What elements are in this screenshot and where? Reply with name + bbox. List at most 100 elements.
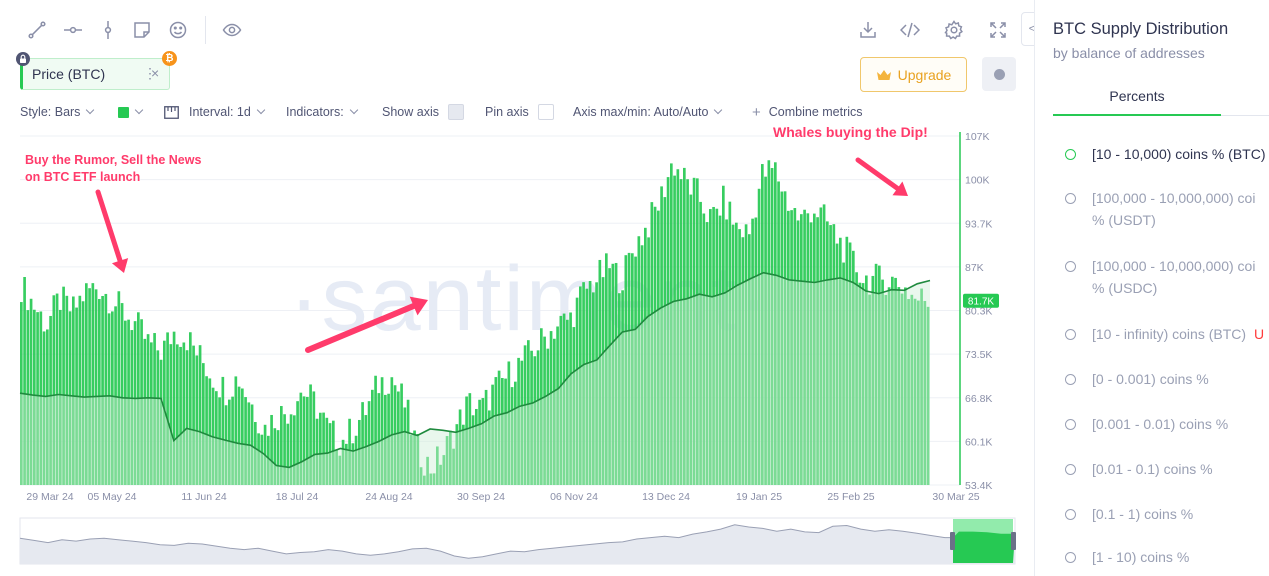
- y-tick-label: 66.8K: [965, 393, 992, 405]
- price-bar: [293, 415, 296, 485]
- arrow-whales-head: [892, 181, 908, 196]
- price-bar: [530, 350, 533, 485]
- price-bar: [848, 242, 852, 485]
- price-bar: [124, 320, 127, 485]
- price-bar: [111, 311, 114, 485]
- price-bar: [569, 312, 572, 485]
- price-bar: [670, 163, 673, 485]
- eye-icon[interactable]: [220, 18, 244, 42]
- price-bar: [783, 191, 787, 485]
- show-axis-checkbox[interactable]: [447, 104, 464, 120]
- price-bar: [702, 213, 706, 485]
- watermark: ·santiment·: [289, 248, 771, 350]
- metric-item-label: [10 - 10,000) coins % (BTC): [1092, 146, 1266, 162]
- tab-divider: [1221, 115, 1269, 116]
- price-bar: [475, 408, 478, 485]
- price-bar: [891, 276, 894, 485]
- price-bar: [202, 363, 205, 485]
- price-bar: [286, 423, 290, 485]
- price-chart[interactable]: ·santiment· 107K 100K 93.7K 87K 80.3K 73.5K 66.…: [0, 120, 1020, 576]
- price-bar: [452, 448, 455, 485]
- pin-axis-toggle[interactable]: Pin axis: [485, 103, 554, 121]
- price-bar: [494, 377, 498, 485]
- metric-item-label: [0 - 0.001) coins %: [1092, 371, 1209, 387]
- price-bar: [835, 243, 839, 485]
- price-bar: [384, 394, 387, 485]
- metric-remove-icon[interactable]: ×: [151, 65, 160, 81]
- price-bar: [140, 319, 143, 485]
- price-bar: [358, 419, 361, 485]
- price-bar: [679, 179, 683, 485]
- indicators-select[interactable]: Indicators:: [286, 103, 358, 121]
- collapse-icon: <: [1028, 23, 1036, 35]
- upgrade-button[interactable]: Upgrade: [860, 57, 967, 92]
- price-bar: [319, 412, 322, 485]
- price-bar: [432, 473, 436, 485]
- chevron-down-icon: [714, 105, 723, 115]
- note-icon[interactable]: [130, 18, 154, 42]
- price-bar: [514, 381, 517, 485]
- price-bar: [465, 396, 468, 485]
- price-bar: [224, 405, 228, 485]
- indicators-label: Indicators:: [286, 105, 344, 119]
- price-bar: [543, 336, 546, 485]
- combine-metrics-button[interactable]: + Combine metrics: [752, 103, 863, 121]
- price-bar: [39, 311, 43, 485]
- metric-item-label: [0.01 - 0.1) coins %: [1092, 461, 1213, 477]
- chevron-down-icon: [86, 105, 95, 115]
- price-bar: [114, 306, 117, 485]
- price-bar: [423, 475, 426, 485]
- price-bar: [666, 177, 670, 485]
- price-bar: [621, 290, 624, 485]
- metric-chip-price[interactable]: Price (BTC) ⋮ ×: [20, 58, 170, 90]
- vertical-line-icon[interactable]: [96, 18, 120, 42]
- price-bar: [517, 357, 520, 485]
- price-bar: [631, 253, 634, 485]
- bitcoin-badge-icon: ₿: [162, 51, 177, 66]
- color-select[interactable]: [118, 103, 144, 121]
- metric-item-label: [100,000 - 10,000,000) coi% (USDT): [1092, 190, 1256, 228]
- price-bar: [605, 253, 608, 485]
- price-bar: [647, 237, 650, 485]
- price-bar: [234, 376, 238, 485]
- price-bar: [917, 300, 920, 485]
- embed-code-icon[interactable]: [898, 18, 922, 42]
- price-bar: [738, 229, 741, 485]
- ray-tool-icon[interactable]: [61, 18, 85, 42]
- settings-gear-icon[interactable]: [942, 18, 966, 42]
- price-bar: [683, 167, 686, 485]
- price-bar: [595, 282, 598, 485]
- price-bar: [374, 375, 377, 485]
- metric-menu-icon[interactable]: ⋮: [143, 65, 157, 81]
- ruler-icon: [164, 105, 179, 119]
- price-bar: [189, 332, 192, 485]
- x-tick-label: 24 Aug 24: [365, 491, 412, 503]
- price-bar: [65, 295, 69, 485]
- line-tool-icon[interactable]: [25, 18, 49, 42]
- navigator-line: [19, 524, 1015, 559]
- price-bar: [709, 209, 712, 486]
- axis-maxmin-select[interactable]: Axis max/min: Auto/Auto: [573, 103, 723, 121]
- chevron-down-icon: [134, 105, 144, 115]
- price-bar: [55, 293, 59, 485]
- price-bar: [468, 393, 472, 485]
- price-bar: [884, 294, 888, 485]
- style-select[interactable]: Style: Bars: [20, 103, 95, 121]
- show-axis-toggle[interactable]: Show axis: [382, 103, 464, 121]
- fullscreen-icon[interactable]: [986, 18, 1010, 42]
- arrow-rally: [305, 303, 417, 353]
- price-bar: [182, 342, 186, 485]
- price-bar: [33, 309, 36, 485]
- interval-select[interactable]: Interval: 1d: [164, 103, 266, 121]
- price-bar: [926, 306, 930, 485]
- emoji-icon[interactable]: [166, 18, 190, 42]
- price-bar: [484, 389, 488, 485]
- x-tick-label: 13 Dec 24: [642, 491, 690, 503]
- price-bar: [861, 283, 865, 485]
- pin-axis-checkbox[interactable]: [537, 104, 554, 120]
- tab-percents[interactable]: Percents: [1053, 78, 1221, 116]
- record-button[interactable]: [982, 57, 1016, 91]
- price-bar: [777, 181, 780, 486]
- price-bar: [822, 204, 826, 485]
- download-icon[interactable]: [856, 18, 880, 42]
